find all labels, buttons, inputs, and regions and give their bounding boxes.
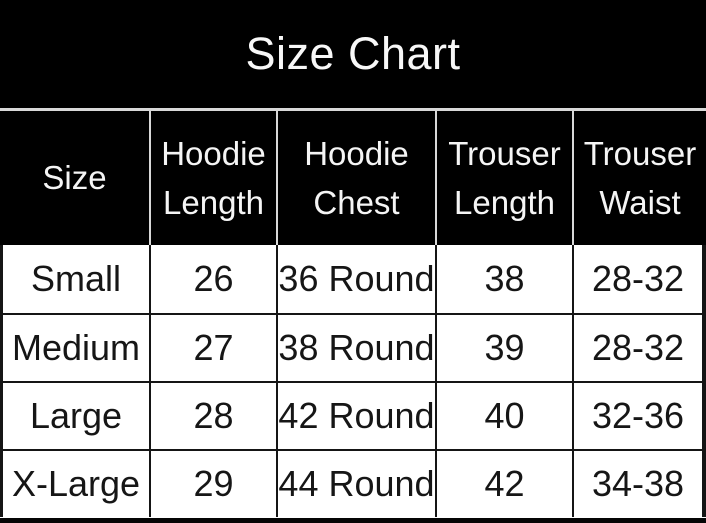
table-cell: 32-36 [572,383,706,449]
table-row-small: Small 26 36 Round 38 28-32 [0,245,706,313]
table-cell: 42 [435,451,572,517]
table-cell: Small [0,245,149,313]
column-header-size: Size [42,159,107,197]
table-cell: 26 [149,245,276,313]
table-cell: 29 [149,451,276,517]
table-cell: 28-32 [572,315,706,381]
bottom-border-rule [0,518,706,523]
table-row-medium: Medium 27 38 Round 39 28-32 [0,313,706,381]
column-header-trouser-waist: Trouser Waist [572,111,706,245]
table-cell: 42 Round [276,383,435,449]
column-header-hoodie-chest: Hoodie Chest [276,111,435,245]
table-body: Small 26 36 Round 38 28-32 Medium 27 38 … [0,245,706,517]
table-cell: 38 [435,245,572,313]
table-cell: 27 [149,315,276,381]
table-header-row: Size Hoodie Length Hoodie Chest Trouser … [0,111,706,245]
table-cell: Large [0,383,149,449]
table-cell: 40 [435,383,572,449]
table-cell: 34-38 [572,451,706,517]
table-cell: 38 Round [276,315,435,381]
column-header-trouser-length: Trouser Length [435,111,572,245]
table-cell: 39 [435,315,572,381]
table-cell: X-Large [0,451,149,517]
table-cell: Medium [0,315,149,381]
table-cell: 28 [149,383,276,449]
table-cell: 28-32 [572,245,706,313]
page-title: Size Chart [245,28,461,79]
title-bar: Size Chart [0,0,706,111]
table-row-x-large: X-Large 29 44 Round 42 34-38 [0,449,706,517]
table-cell: 36 Round [276,245,435,313]
table-cell: 44 Round [276,451,435,517]
table-row-large: Large 28 42 Round 40 32-36 [0,381,706,449]
column-header-hoodie-length: Hoodie Length [149,111,276,245]
